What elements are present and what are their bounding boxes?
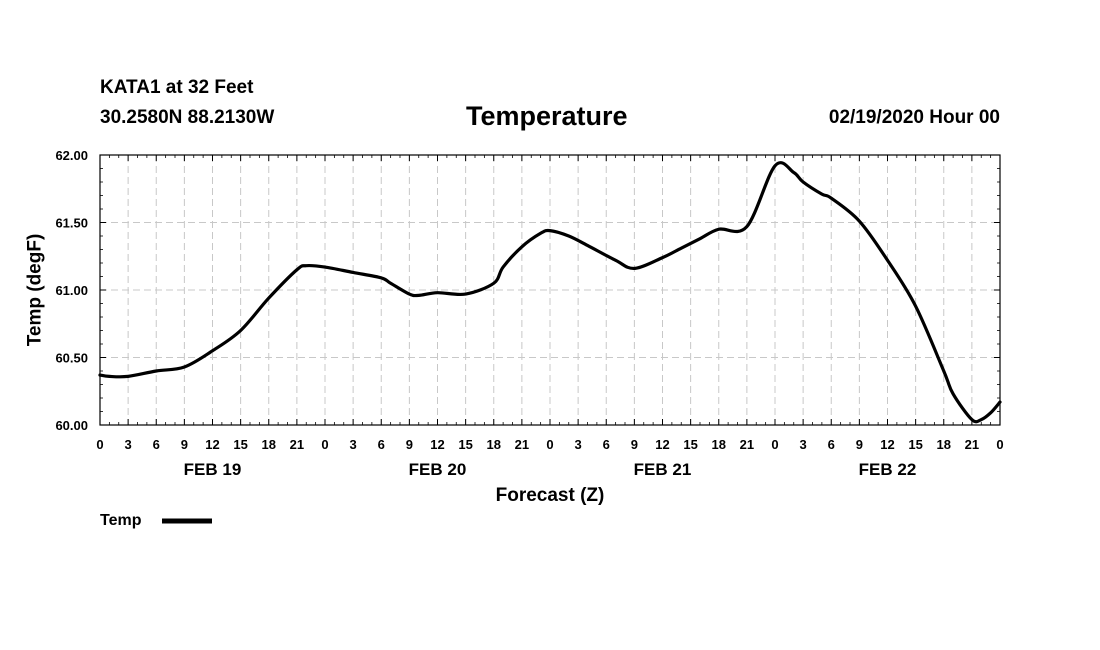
x-tick-label: 0 xyxy=(96,437,103,452)
day-label: FEB 19 xyxy=(184,460,242,479)
y-axis-title: Temp (degF) xyxy=(25,234,46,347)
x-tick-label: 21 xyxy=(290,437,304,452)
y-tick-label: 60.00 xyxy=(55,418,88,433)
x-tick-label: 18 xyxy=(487,437,501,452)
x-tick-label: 9 xyxy=(631,437,638,452)
chart-title: Temperature xyxy=(466,101,628,131)
series-line-temp xyxy=(98,161,1002,424)
x-tick-label: 0 xyxy=(321,437,328,452)
day-label: FEB 20 xyxy=(409,460,467,479)
x-tick-label: 15 xyxy=(458,437,472,452)
x-tick-label: 12 xyxy=(430,437,444,452)
y-tick-label: 61.00 xyxy=(55,283,88,298)
x-tick-label: 18 xyxy=(262,437,276,452)
x-tick-label: 0 xyxy=(546,437,553,452)
x-tick-label: 6 xyxy=(603,437,610,452)
day-label: FEB 21 xyxy=(634,460,692,479)
y-tick-label: 61.50 xyxy=(55,216,88,231)
x-tick-label: 3 xyxy=(125,437,132,452)
x-tick-label: 12 xyxy=(655,437,669,452)
legend-label: Temp xyxy=(100,512,142,529)
x-tick-label: 21 xyxy=(965,437,979,452)
x-tick-label: 0 xyxy=(996,437,1003,452)
x-tick-label: 15 xyxy=(908,437,922,452)
x-tick-label: 18 xyxy=(937,437,951,452)
x-tick-label: 12 xyxy=(880,437,894,452)
x-tick-label: 21 xyxy=(515,437,529,452)
x-tick-label: 0 xyxy=(771,437,778,452)
x-tick-label: 18 xyxy=(712,437,726,452)
forecast-datetime: 02/19/2020 Hour 00 xyxy=(828,107,1000,128)
x-tick-label: 3 xyxy=(800,437,807,452)
x-tick-label: 12 xyxy=(205,437,219,452)
legend: Temp xyxy=(100,512,212,529)
day-label: FEB 22 xyxy=(859,460,917,479)
x-axis-title: Forecast (Z) xyxy=(496,485,605,506)
x-tick-label: 3 xyxy=(575,437,582,452)
x-tick-label: 15 xyxy=(233,437,247,452)
x-tick-label: 3 xyxy=(350,437,357,452)
y-tick-label: 62.00 xyxy=(55,148,88,163)
station-name: KATA1 at 32 Feet xyxy=(100,77,254,98)
x-tick-label: 6 xyxy=(828,437,835,452)
x-tick-label: 9 xyxy=(406,437,413,452)
x-tick-label: 9 xyxy=(856,437,863,452)
x-tick-label: 6 xyxy=(378,437,385,452)
x-tick-label: 9 xyxy=(181,437,188,452)
x-tick-label: 6 xyxy=(153,437,160,452)
x-tick-label: 21 xyxy=(740,437,754,452)
y-tick-label: 60.50 xyxy=(55,351,88,366)
station-coordinates: 30.2580N 88.2130W xyxy=(100,107,275,128)
x-tick-label: 15 xyxy=(683,437,697,452)
